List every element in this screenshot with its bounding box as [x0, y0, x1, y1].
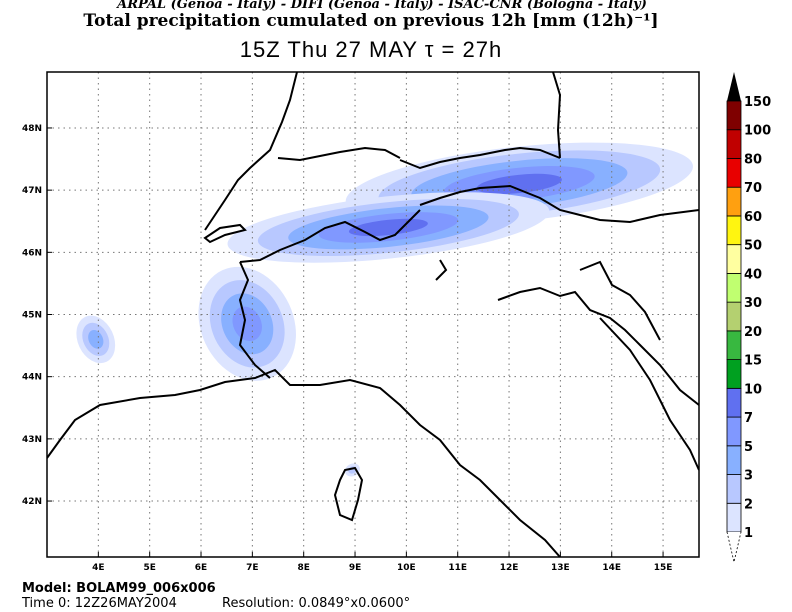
colorbar-label: 40 — [744, 267, 762, 282]
chart-title: Total precipitation cumulated on previou… — [83, 11, 659, 31]
chart-subtitle: 15Z Thu 27 MAY τ = 27h — [239, 37, 503, 62]
colorbar-segment — [726, 186, 742, 217]
colorbar-segment — [726, 100, 742, 131]
border-slovenia — [579, 260, 661, 341]
x-tick-label: 12E — [500, 563, 519, 573]
y-tick-label: 45N — [22, 311, 42, 321]
x-tick-label: 15E — [654, 563, 673, 573]
colorbar-segment — [726, 359, 742, 389]
grid-lines — [47, 72, 699, 557]
y-tick-label: 46N — [22, 248, 42, 258]
x-tick-label: 9E — [349, 563, 361, 573]
y-tick-label: 48N — [22, 124, 42, 134]
colorbar-label: 50 — [744, 239, 762, 254]
precip-contour — [232, 306, 262, 342]
y-tick-label: 47N — [22, 186, 42, 196]
border-switzerland-italy — [239, 209, 421, 263]
precip-contour — [476, 173, 562, 195]
colorbar-label: 20 — [744, 325, 762, 340]
colorbar: 1 2 3 5 7 10 15 20 30 40 50 60 70 80 100 150 — [726, 72, 771, 563]
border-austria-north — [399, 146, 561, 170]
x-tick-label: 8E — [297, 563, 309, 573]
colorbar-label: 3 — [744, 469, 753, 484]
x-tick-label: 7E — [246, 563, 258, 573]
coastline-italy-east — [599, 317, 699, 471]
colorbar-segment — [726, 502, 742, 533]
longitude-axis: 4E 5E 6E 7E 8E 9E 10E 11E 12E 13E 14E 15E — [92, 552, 672, 573]
colorbar-label: 5 — [744, 440, 753, 455]
precip-contour — [88, 330, 104, 349]
border-austria-italy — [419, 184, 699, 224]
y-tick-label: 43N — [22, 435, 42, 445]
colorbar-segment — [726, 244, 742, 274]
coastline-ligurian-tyrrhenian — [47, 368, 561, 557]
credits: ARPAL (Genoa - Italy) - DIFI (Genoa - It… — [117, 0, 647, 12]
colorbar-label: 70 — [744, 181, 762, 196]
colorbar-segment — [726, 445, 742, 475]
corsica — [333, 466, 364, 522]
colorbar-segment — [726, 129, 742, 159]
colorbar-segment — [726, 215, 742, 246]
colorbar-label: 15 — [744, 354, 762, 369]
precipitation-field — [76, 142, 693, 477]
y-tick-label: 42N — [22, 497, 42, 507]
coastline-adriatic — [497, 286, 699, 406]
x-tick-label: 11E — [448, 563, 467, 573]
border-germany-switzerland — [277, 146, 401, 162]
colorbar-segment — [726, 301, 742, 332]
colorbar-under-triangle — [726, 531, 742, 563]
lake-geneva — [203, 223, 247, 244]
y-tick-label: 44N — [22, 373, 42, 383]
colorbar-segment — [726, 330, 742, 361]
border-france-switzerland — [204, 72, 298, 231]
latitude-axis: 42N 43N 44N 45N 46N 47N 48N — [22, 124, 52, 507]
border-austria-czech — [552, 72, 562, 159]
x-tick-label: 5E — [143, 563, 155, 573]
colorbar-segment — [726, 416, 742, 447]
colorbar-segment — [726, 387, 742, 418]
colorbar-label: 2 — [744, 497, 753, 512]
model-label: Model: BOLAM99_006x006 — [22, 581, 216, 596]
colorbar-label: 150 — [744, 95, 771, 110]
colorbar-label: 60 — [744, 210, 762, 225]
x-tick-label: 6E — [195, 563, 207, 573]
colorbar-label: 1 — [744, 526, 753, 541]
colorbar-label: 10 — [744, 382, 762, 397]
colorbar-segment — [726, 158, 742, 188]
colorbar-label: 30 — [744, 296, 762, 311]
border-france-italy — [238, 261, 271, 379]
x-tick-label: 14E — [602, 563, 621, 573]
coastlines-and-borders — [47, 72, 699, 557]
colorbar-over-triangle — [727, 72, 741, 101]
x-tick-label: 10E — [397, 563, 416, 573]
colorbar-label: 80 — [744, 152, 762, 167]
time0-label: Time 0: 12Z26MAY2004 — [22, 596, 177, 611]
colorbar-segment — [726, 272, 742, 303]
colorbar-label: 100 — [744, 124, 771, 139]
lake-garda — [435, 259, 448, 281]
resolution-label: Resolution: 0.0849°x0.0600° — [222, 596, 411, 611]
colorbar-segment — [726, 474, 742, 504]
colorbar-label: 7 — [744, 411, 753, 426]
x-tick-label: 13E — [551, 563, 570, 573]
x-tick-label: 4E — [92, 563, 104, 573]
